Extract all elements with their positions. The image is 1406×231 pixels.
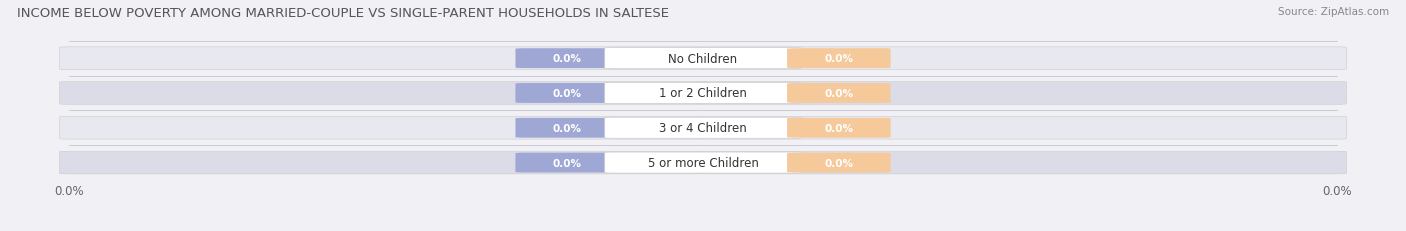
FancyBboxPatch shape — [787, 118, 890, 138]
FancyBboxPatch shape — [787, 84, 890, 103]
FancyBboxPatch shape — [787, 49, 890, 69]
Text: 3 or 4 Children: 3 or 4 Children — [659, 122, 747, 135]
FancyBboxPatch shape — [59, 82, 706, 105]
FancyBboxPatch shape — [516, 153, 619, 173]
Text: 0.0%: 0.0% — [824, 54, 853, 64]
Text: 1 or 2 Children: 1 or 2 Children — [659, 87, 747, 100]
Text: INCOME BELOW POVERTY AMONG MARRIED-COUPLE VS SINGLE-PARENT HOUSEHOLDS IN SALTESE: INCOME BELOW POVERTY AMONG MARRIED-COUPL… — [17, 7, 669, 20]
FancyBboxPatch shape — [605, 83, 801, 104]
Text: 0.0%: 0.0% — [824, 158, 853, 168]
FancyBboxPatch shape — [700, 48, 1347, 70]
FancyBboxPatch shape — [59, 152, 706, 174]
FancyBboxPatch shape — [700, 82, 1347, 105]
FancyBboxPatch shape — [516, 84, 619, 103]
Text: 0.0%: 0.0% — [824, 123, 853, 133]
FancyBboxPatch shape — [605, 49, 801, 69]
FancyBboxPatch shape — [787, 153, 890, 173]
Text: 0.0%: 0.0% — [553, 158, 582, 168]
FancyBboxPatch shape — [605, 118, 801, 139]
FancyBboxPatch shape — [700, 117, 1347, 140]
FancyBboxPatch shape — [59, 48, 706, 70]
FancyBboxPatch shape — [59, 117, 706, 140]
Text: Source: ZipAtlas.com: Source: ZipAtlas.com — [1278, 7, 1389, 17]
Text: 0.0%: 0.0% — [553, 123, 582, 133]
Text: No Children: No Children — [668, 52, 738, 65]
Text: 0.0%: 0.0% — [553, 54, 582, 64]
FancyBboxPatch shape — [516, 49, 619, 69]
Text: 0.0%: 0.0% — [553, 88, 582, 99]
FancyBboxPatch shape — [700, 152, 1347, 174]
FancyBboxPatch shape — [605, 152, 801, 173]
FancyBboxPatch shape — [516, 118, 619, 138]
Text: 0.0%: 0.0% — [824, 88, 853, 99]
Text: 5 or more Children: 5 or more Children — [648, 156, 758, 169]
